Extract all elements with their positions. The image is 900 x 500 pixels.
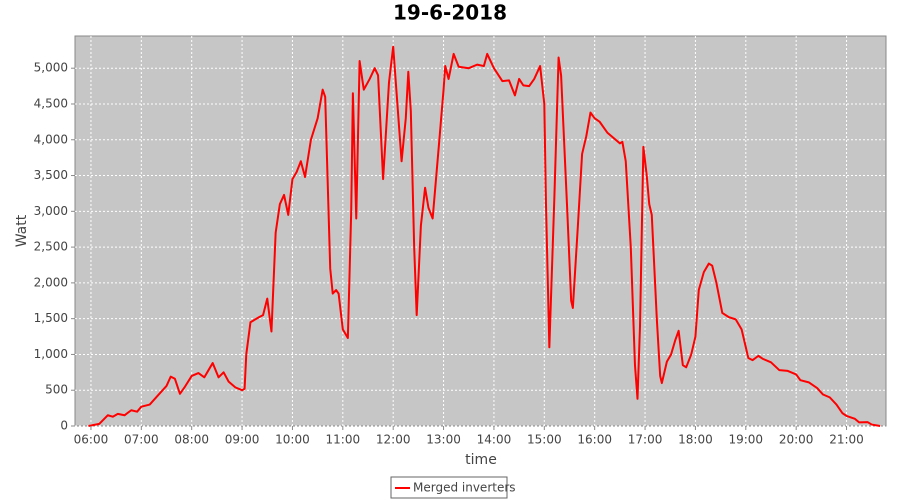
x-tick-label: 10:00 [275, 433, 310, 447]
legend-box [390, 476, 508, 499]
legend-label: Merged inverters [413, 481, 516, 495]
x-tick-label: 14:00 [477, 433, 512, 447]
y-tick-label: 4,000 [34, 132, 68, 146]
y-tick-label: 2,500 [34, 240, 68, 254]
x-tick-label: 13:00 [426, 433, 461, 447]
x-tick-label: 19:00 [728, 433, 763, 447]
x-tick-label: 15:00 [527, 433, 562, 447]
x-tick-label: 16:00 [577, 433, 612, 447]
y-tick-label: 0 [60, 419, 68, 433]
y-tick-label: 3,500 [34, 168, 68, 182]
y-tick-label: 500 [45, 383, 68, 397]
y-tick-label: 1,500 [34, 311, 68, 325]
x-axis-label: time [465, 452, 497, 468]
x-tick-label: 07:00 [124, 433, 159, 447]
x-tick-label: 11:00 [326, 433, 361, 447]
y-tick-label: 2,000 [34, 275, 68, 289]
marks [88, 45, 881, 427]
x-tick-label: 21:00 [829, 433, 864, 447]
x-tick-label: 09:00 [225, 433, 260, 447]
x-tick-label: 20:00 [779, 433, 814, 447]
x-tick-label: 18:00 [678, 433, 713, 447]
y-tick-label: 4,500 [34, 96, 68, 110]
plot-area [74, 35, 887, 427]
x-tick-label: 06:00 [74, 433, 109, 447]
chart-title: 19-6-2018 [393, 1, 507, 25]
y-tick-label: 5,000 [34, 61, 68, 75]
grid [75, 36, 886, 427]
x-tick-label: 17:00 [628, 433, 663, 447]
y-tick-label: 3,000 [34, 204, 68, 218]
line [88, 45, 881, 427]
y-tick-label: 1,000 [34, 347, 68, 361]
x-tick-label: 12:00 [376, 433, 411, 447]
y-axis-label: Watt [14, 214, 30, 247]
x-tick-label: 08:00 [174, 433, 209, 447]
